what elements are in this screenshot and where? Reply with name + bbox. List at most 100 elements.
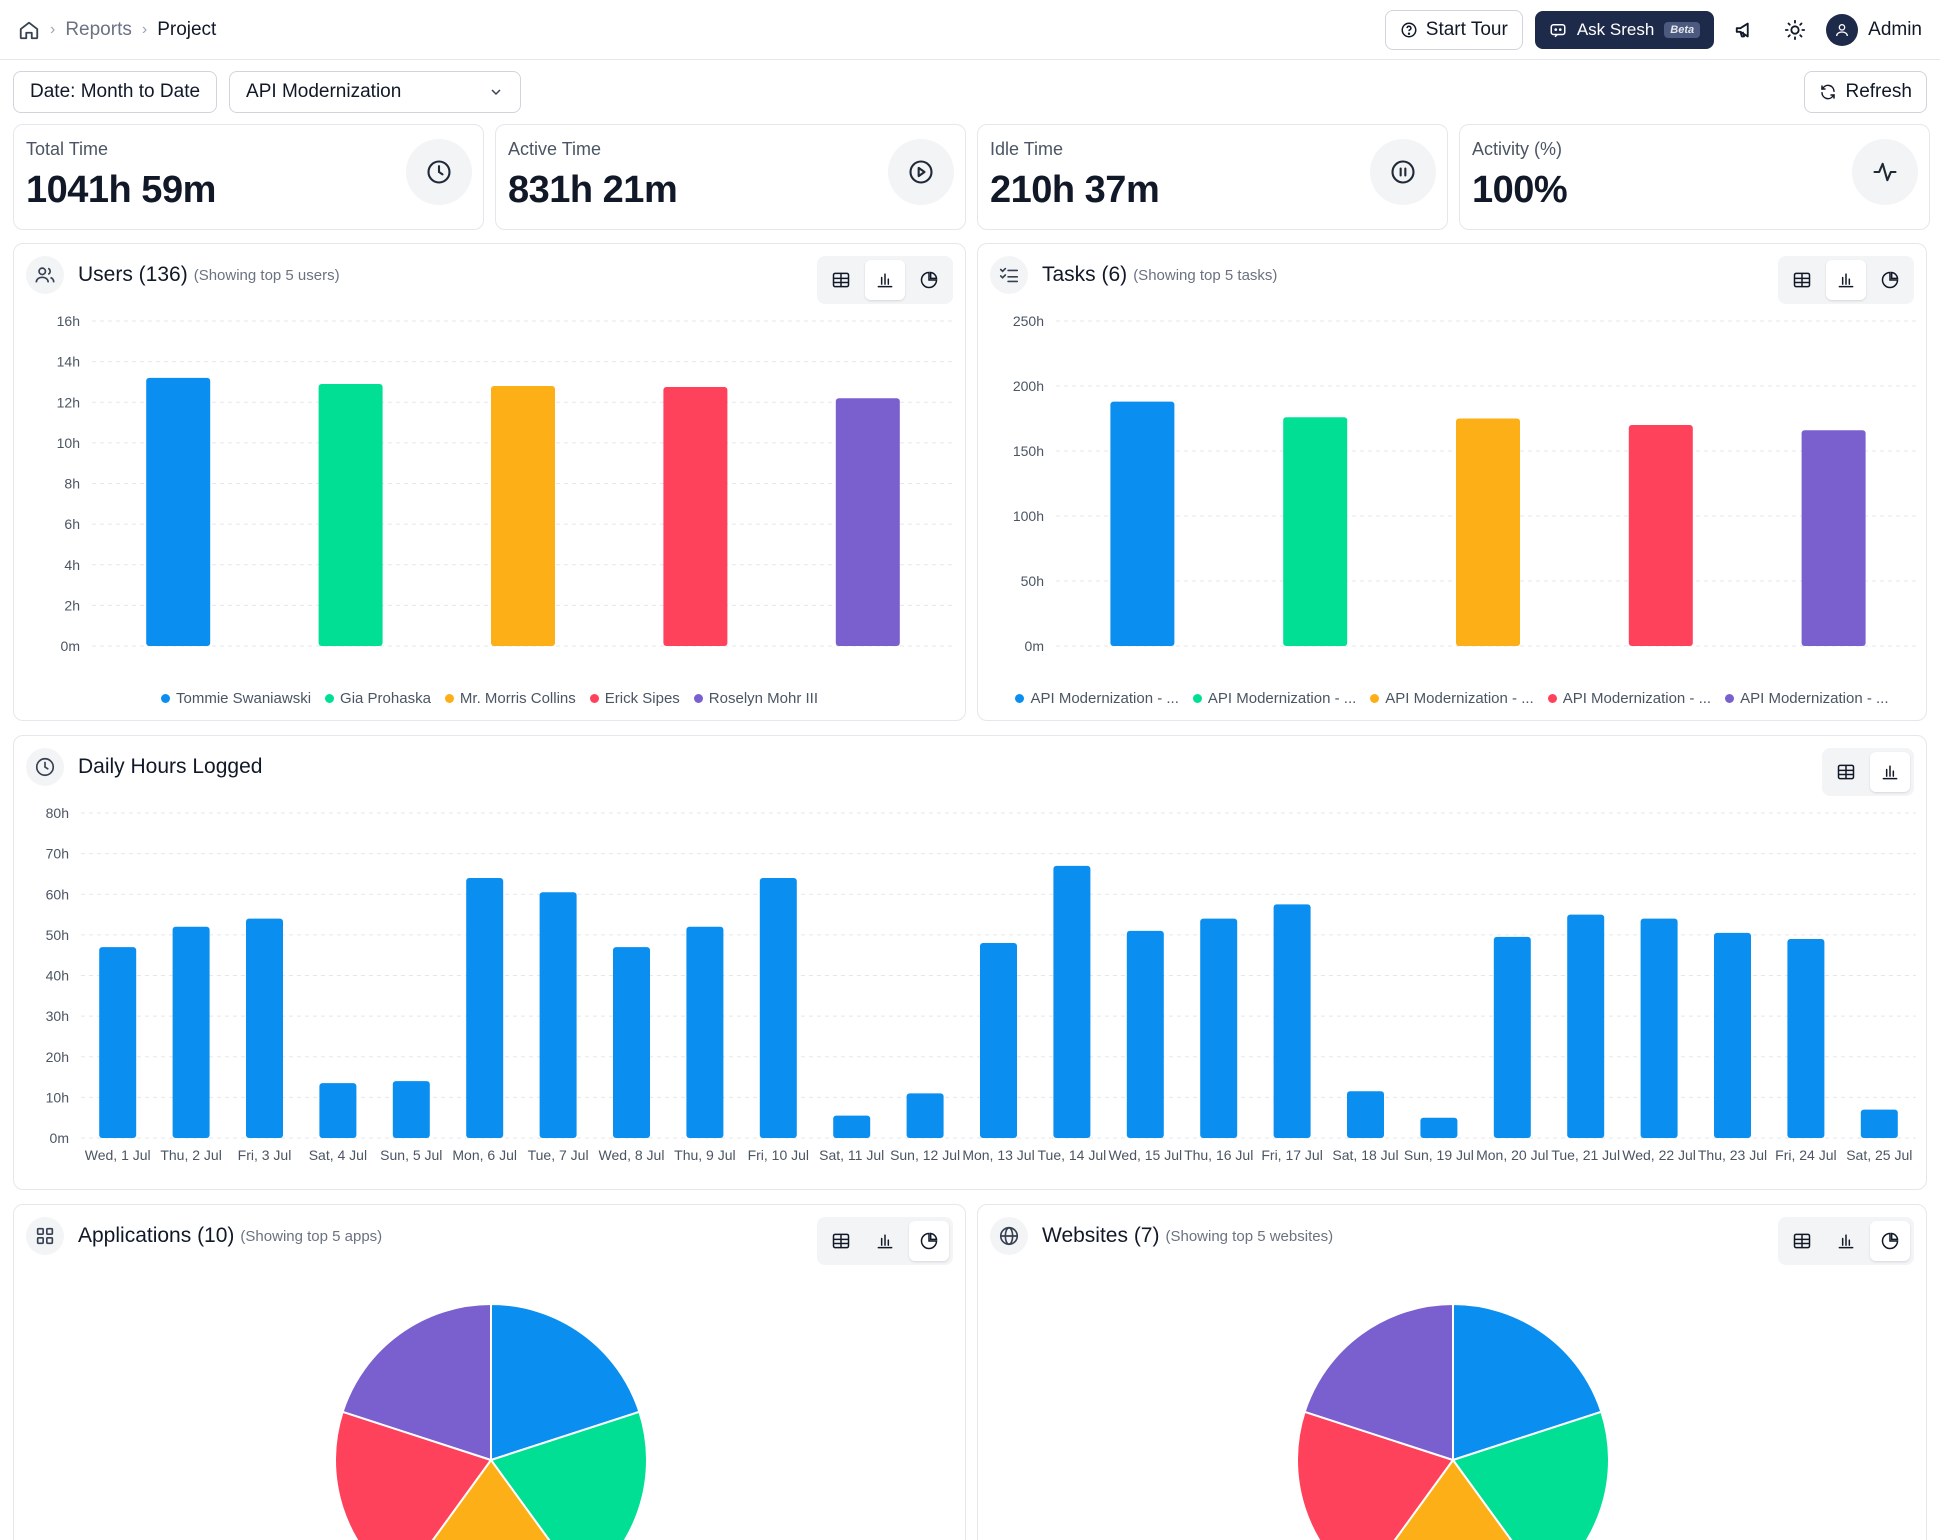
bar-chart-view-button[interactable] (865, 260, 905, 300)
bar-chart-view-button[interactable] (1826, 1221, 1866, 1261)
tasks-panel: Tasks (6) (Showing top 5 tasks) 0m 50h 100… (977, 243, 1927, 721)
breadcrumb-reports[interactable]: Reports (65, 19, 132, 40)
bar[interactable] (759, 878, 797, 1138)
bar[interactable] (172, 926, 210, 1138)
bar[interactable] (1456, 418, 1520, 647)
bar[interactable] (1567, 914, 1605, 1138)
table-view-button[interactable] (1782, 260, 1822, 300)
view-switcher (1778, 1217, 1914, 1265)
users-icon (26, 256, 64, 294)
bar[interactable] (1860, 1109, 1898, 1138)
legend-item[interactable]: API Modernization - ... (1015, 690, 1179, 707)
legend-swatch (589, 694, 599, 703)
bar[interactable] (1787, 938, 1825, 1138)
legend-item[interactable]: API Modernization - ... (1725, 690, 1889, 707)
bar[interactable] (1801, 430, 1866, 646)
bar[interactable] (1493, 936, 1531, 1138)
y-tick-label: 50h (1021, 573, 1044, 589)
pie-slice[interactable] (1303, 1302, 1454, 1462)
legend-item[interactable]: Gia Prohaska (325, 690, 431, 707)
bar[interactable] (1714, 932, 1751, 1138)
panel-subtitle: (Showing top 5 tasks) (1133, 266, 1278, 284)
bar[interactable] (1640, 918, 1678, 1138)
bar-chart-view-button[interactable] (1826, 260, 1866, 300)
bar[interactable] (146, 377, 211, 646)
legend-item[interactable]: Erick Sipes (589, 690, 680, 707)
users-panel: Users (136) (Showing top 5 users) 0m 2h 4h… (13, 243, 966, 721)
bar[interactable] (1628, 425, 1693, 646)
start-tour-button[interactable]: Start Tour (1384, 10, 1523, 50)
bar[interactable] (1283, 417, 1348, 646)
legend-swatch (1725, 694, 1735, 703)
table-view-button[interactable] (821, 260, 861, 300)
avatar[interactable] (1826, 14, 1859, 46)
legend-item[interactable]: Mr. Morris Collins (444, 690, 576, 707)
bar[interactable] (539, 892, 577, 1138)
stat-label: Activity (%) (1472, 139, 1562, 159)
panel-title: Daily Hours Logged (78, 755, 263, 778)
x-tick-label: Wed, 1 Jul (85, 1147, 151, 1163)
pie-slice[interactable] (341, 1302, 492, 1462)
bar[interactable] (686, 926, 724, 1138)
table-view-button[interactable] (821, 1221, 861, 1261)
y-tick-label: 4h (64, 557, 80, 573)
y-tick-label: 80h (46, 805, 69, 821)
bar[interactable] (1200, 918, 1238, 1138)
bar[interactable] (99, 947, 137, 1138)
y-tick-label: 0m (50, 1130, 69, 1146)
home-icon[interactable] (18, 19, 40, 41)
bar[interactable] (392, 1081, 430, 1138)
bar[interactable] (319, 1083, 357, 1138)
pie-chart-view-button[interactable] (909, 1221, 949, 1261)
bar-chart-view-button[interactable] (865, 1221, 905, 1261)
pie-slice[interactable] (399, 1458, 582, 1540)
legend-item[interactable]: Tommie Swaniawski (160, 690, 312, 707)
bar[interactable] (1053, 865, 1091, 1138)
ask-sresh-button[interactable]: Ask Sresh Beta (1534, 11, 1715, 49)
bar[interactable] (906, 1093, 944, 1138)
legend-item[interactable]: Roselyn Mohr III (693, 690, 818, 707)
refresh-button[interactable]: Refresh (1804, 71, 1927, 113)
pie-chart-view-button[interactable] (909, 260, 949, 300)
filter-bar: Date: Month to Date API Modernization (13, 71, 522, 113)
pie-chart-view-button[interactable] (1870, 260, 1910, 300)
table-view-button[interactable] (1826, 752, 1866, 792)
bar[interactable] (1273, 904, 1311, 1138)
pie-slice[interactable] (1296, 1410, 1455, 1540)
legend-item[interactable]: API Modernization - ... (1547, 690, 1711, 707)
bar[interactable] (1420, 1117, 1458, 1138)
bar[interactable] (613, 947, 650, 1138)
pie-slice[interactable] (1452, 1302, 1603, 1462)
theme-toggle-button[interactable] (1776, 11, 1814, 49)
pie-slice[interactable] (1361, 1458, 1544, 1540)
pie-slice[interactable] (334, 1410, 493, 1540)
bar[interactable] (833, 1115, 871, 1138)
stat-card-total-time: Total Time 1041h 59m (13, 124, 484, 230)
user-name[interactable]: Admin (1868, 19, 1922, 40)
bar[interactable] (835, 398, 900, 646)
bar[interactable] (1347, 1091, 1384, 1138)
bar[interactable] (1110, 401, 1175, 646)
bar[interactable] (466, 878, 504, 1138)
bar[interactable] (246, 918, 283, 1138)
table-view-button[interactable] (1782, 1221, 1822, 1261)
pie-chart-view-button[interactable] (1870, 1221, 1910, 1261)
pie-slice[interactable] (1451, 1410, 1610, 1540)
bar[interactable] (491, 386, 555, 646)
bar-chart-view-button[interactable] (1870, 752, 1910, 792)
legend-item[interactable]: API Modernization - ... (1370, 690, 1534, 707)
bar[interactable] (318, 383, 383, 646)
stat-label: Total Time (26, 139, 109, 159)
legend-label: Tommie Swaniawski (175, 690, 312, 707)
x-tick-label: Wed, 22 Jul (1622, 1147, 1696, 1163)
bar[interactable] (980, 943, 1017, 1138)
pie-slice[interactable] (490, 1302, 641, 1462)
announcements-button[interactable] (1726, 11, 1764, 49)
pie-slice[interactable] (489, 1410, 648, 1540)
project-select[interactable]: API Modernization (229, 71, 522, 113)
panel-subtitle: (Showing top 5 users) (193, 266, 340, 284)
legend-item[interactable]: API Modernization - ... (1192, 690, 1356, 707)
date-range-select[interactable]: Date: Month to Date (13, 71, 218, 113)
bar[interactable] (1126, 930, 1164, 1138)
bar[interactable] (663, 387, 728, 646)
